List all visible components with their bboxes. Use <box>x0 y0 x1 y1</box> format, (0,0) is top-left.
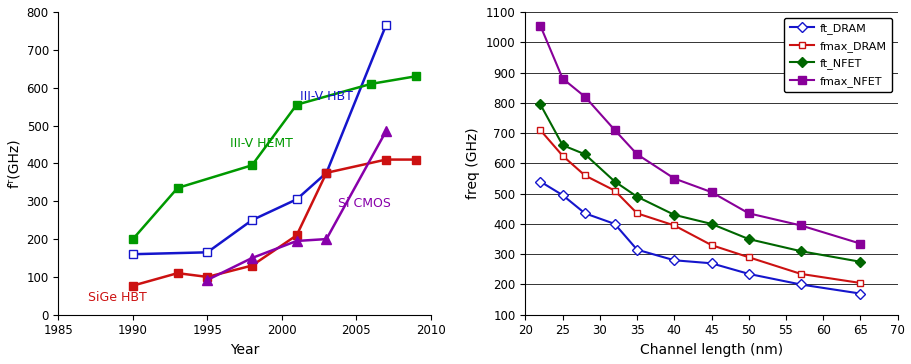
fmax_DRAM <box>668 223 679 228</box>
ft_NFET <box>609 179 619 184</box>
Text: SiGe HBT: SiGe HBT <box>88 291 147 304</box>
ft_NFET <box>668 213 679 217</box>
fmax_NFET <box>705 190 716 194</box>
ft_NFET <box>578 152 589 157</box>
ft_DRAM <box>668 258 679 262</box>
Y-axis label: freq (GHz): freq (GHz) <box>466 127 480 199</box>
ft_NFET <box>705 222 716 226</box>
Line: fmax_NFET: fmax_NFET <box>536 21 864 248</box>
Line: ft_NFET: ft_NFET <box>537 101 863 265</box>
fmax_DRAM <box>578 173 589 178</box>
ft_DRAM <box>705 261 716 265</box>
fmax_NFET <box>668 176 679 181</box>
fmax_DRAM <box>794 272 805 276</box>
fmax_NFET <box>534 23 545 28</box>
ft_NFET <box>557 143 568 147</box>
ft_NFET <box>794 249 805 253</box>
Line: fmax_DRAM: fmax_DRAM <box>537 127 863 286</box>
ft_DRAM <box>534 179 545 184</box>
fmax_DRAM <box>631 211 642 215</box>
Y-axis label: fᵀ(GHz): fᵀ(GHz) <box>7 139 21 188</box>
fmax_DRAM <box>705 243 716 247</box>
ft_DRAM <box>578 211 589 215</box>
ft_DRAM <box>742 272 753 276</box>
Text: III-V HEMT: III-V HEMT <box>230 137 292 150</box>
ft_DRAM <box>631 248 642 252</box>
Text: Si CMOS: Si CMOS <box>338 197 391 210</box>
ft_NFET <box>854 260 865 264</box>
Text: III-V HBT: III-V HBT <box>300 90 353 103</box>
fmax_NFET <box>557 76 568 81</box>
fmax_NFET <box>794 223 805 228</box>
fmax_NFET <box>854 241 865 246</box>
ft_DRAM <box>854 292 865 296</box>
ft_NFET <box>742 237 753 241</box>
fmax_DRAM <box>854 281 865 285</box>
ft_DRAM <box>794 282 805 287</box>
ft_NFET <box>631 194 642 199</box>
fmax_NFET <box>578 95 589 99</box>
ft_NFET <box>534 102 545 107</box>
fmax_NFET <box>631 152 642 157</box>
fmax_DRAM <box>534 128 545 132</box>
Line: ft_DRAM: ft_DRAM <box>537 178 863 297</box>
fmax_DRAM <box>609 189 619 193</box>
fmax_DRAM <box>742 255 753 260</box>
fmax_NFET <box>742 211 753 215</box>
Legend: ft_DRAM, fmax_DRAM, ft_NFET, fmax_NFET: ft_DRAM, fmax_DRAM, ft_NFET, fmax_NFET <box>783 17 891 92</box>
fmax_NFET <box>609 128 619 132</box>
ft_DRAM <box>557 193 568 197</box>
fmax_DRAM <box>557 154 568 158</box>
X-axis label: Channel length (nm): Channel length (nm) <box>640 343 783 357</box>
ft_DRAM <box>609 222 619 226</box>
X-axis label: Year: Year <box>230 343 259 357</box>
